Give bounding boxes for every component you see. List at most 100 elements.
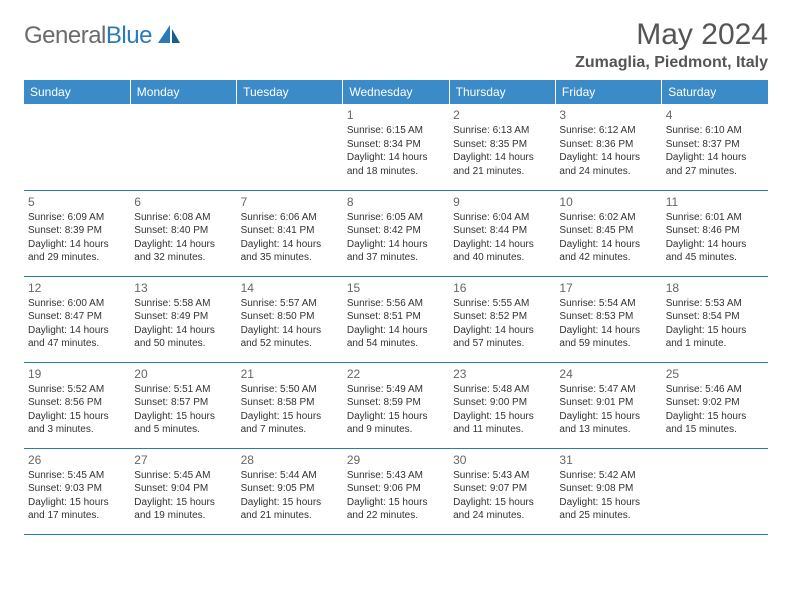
logo-text: GeneralBlue [24, 22, 152, 50]
day-details: Sunrise: 5:54 AMSunset: 8:53 PMDaylight:… [559, 297, 657, 351]
day-details: Sunrise: 6:04 AMSunset: 8:44 PMDaylight:… [453, 211, 551, 265]
calendar-cell: 10 Sunrise: 6:02 AMSunset: 8:45 PMDayligh… [555, 190, 661, 276]
day-details: Sunrise: 5:45 AMSunset: 9:04 PMDaylight:… [134, 469, 232, 523]
day-details: Sunrise: 6:05 AMSunset: 8:42 PMDaylight:… [347, 211, 445, 265]
calendar-cell: 1 Sunrise: 6:15 AMSunset: 8:34 PMDaylight… [343, 104, 449, 190]
calendar-row: 5 Sunrise: 6:09 AMSunset: 8:39 PMDaylight… [24, 190, 768, 276]
calendar-cell: 17 Sunrise: 5:54 AMSunset: 8:53 PMDayligh… [555, 276, 661, 362]
day-number: 22 [347, 367, 445, 381]
day-number: 13 [134, 281, 232, 295]
day-number: 16 [453, 281, 551, 295]
calendar-cell: 27 Sunrise: 5:45 AMSunset: 9:04 PMDayligh… [130, 448, 236, 534]
day-details: Sunrise: 5:43 AMSunset: 9:07 PMDaylight:… [453, 469, 551, 523]
calendar-cell: 16 Sunrise: 5:55 AMSunset: 8:52 PMDayligh… [449, 276, 555, 362]
calendar-cell: 13 Sunrise: 5:58 AMSunset: 8:49 PMDayligh… [130, 276, 236, 362]
day-number: 18 [666, 281, 764, 295]
day-number: 24 [559, 367, 657, 381]
calendar-cell [662, 448, 768, 534]
calendar-cell: 15 Sunrise: 5:56 AMSunset: 8:51 PMDayligh… [343, 276, 449, 362]
calendar-cell: 19 Sunrise: 5:52 AMSunset: 8:56 PMDayligh… [24, 362, 130, 448]
calendar-header-row: SundayMondayTuesdayWednesdayThursdayFrid… [24, 80, 768, 104]
day-details: Sunrise: 5:45 AMSunset: 9:03 PMDaylight:… [28, 469, 126, 523]
day-details: Sunrise: 5:53 AMSunset: 8:54 PMDaylight:… [666, 297, 764, 351]
day-number: 7 [241, 195, 339, 209]
day-number: 5 [28, 195, 126, 209]
calendar-row: 26Sunrise: 5:45 AMSunset: 9:03 PMDayligh… [24, 448, 768, 534]
day-header: Thursday [449, 80, 555, 104]
day-number: 3 [559, 108, 657, 122]
calendar-cell: 30 Sunrise: 5:43 AMSunset: 9:07 PMDayligh… [449, 448, 555, 534]
calendar-row: 12Sunrise: 6:00 AMSunset: 8:47 PMDayligh… [24, 276, 768, 362]
day-number: 17 [559, 281, 657, 295]
header: GeneralBlue May 2024 Zumaglia, Piedmont,… [24, 18, 768, 72]
day-details: Sunrise: 5:46 AMSunset: 9:02 PMDaylight:… [666, 383, 764, 437]
day-details: Sunrise: 5:52 AMSunset: 8:56 PMDaylight:… [28, 383, 126, 437]
day-details: Sunrise: 6:09 AMSunset: 8:39 PMDaylight:… [28, 211, 126, 265]
calendar-cell: 6Sunrise: 6:08 AMSunset: 8:40 PMDaylight… [130, 190, 236, 276]
day-number: 4 [666, 108, 764, 122]
day-details: Sunrise: 5:56 AMSunset: 8:51 PMDaylight:… [347, 297, 445, 351]
calendar-cell [237, 104, 343, 190]
day-number: 1 [347, 108, 445, 122]
day-header: Saturday [662, 80, 768, 104]
day-details: Sunrise: 6:06 AMSunset: 8:41 PMDaylight:… [241, 211, 339, 265]
day-number: 2 [453, 108, 551, 122]
day-number: 19 [28, 367, 126, 381]
day-number: 31 [559, 453, 657, 467]
calendar-cell: 12Sunrise: 6:00 AMSunset: 8:47 PMDayligh… [24, 276, 130, 362]
day-details: Sunrise: 5:55 AMSunset: 8:52 PMDaylight:… [453, 297, 551, 351]
day-details: Sunrise: 5:57 AMSunset: 8:50 PMDaylight:… [241, 297, 339, 351]
calendar-cell [130, 104, 236, 190]
calendar-row: 1 Sunrise: 6:15 AMSunset: 8:34 PMDaylight… [24, 104, 768, 190]
calendar-cell: 21 Sunrise: 5:50 AMSunset: 8:58 PMDayligh… [237, 362, 343, 448]
calendar-body: 1 Sunrise: 6:15 AMSunset: 8:34 PMDaylight… [24, 104, 768, 534]
day-header: Monday [130, 80, 236, 104]
day-details: Sunrise: 6:08 AMSunset: 8:40 PMDaylight:… [134, 211, 232, 265]
day-number: 25 [666, 367, 764, 381]
logo-part2: Blue [106, 22, 152, 49]
day-number: 20 [134, 367, 232, 381]
day-number: 21 [241, 367, 339, 381]
day-details: Sunrise: 5:48 AMSunset: 9:00 PMDaylight:… [453, 383, 551, 437]
day-details: Sunrise: 5:49 AMSunset: 8:59 PMDaylight:… [347, 383, 445, 437]
day-number: 30 [453, 453, 551, 467]
calendar-cell: 20 Sunrise: 5:51 AMSunset: 8:57 PMDayligh… [130, 362, 236, 448]
day-header: Sunday [24, 80, 130, 104]
title-block: May 2024 Zumaglia, Piedmont, Italy [575, 18, 768, 72]
location: Zumaglia, Piedmont, Italy [575, 54, 768, 72]
logo-part1: General [24, 22, 106, 49]
day-details: Sunrise: 6:01 AMSunset: 8:46 PMDaylight:… [666, 211, 764, 265]
day-details: Sunrise: 5:43 AMSunset: 9:06 PMDaylight:… [347, 469, 445, 523]
calendar-cell: 28 Sunrise: 5:44 AMSunset: 9:05 PMDayligh… [237, 448, 343, 534]
calendar-cell: 26Sunrise: 5:45 AMSunset: 9:03 PMDayligh… [24, 448, 130, 534]
day-number: 27 [134, 453, 232, 467]
day-details: Sunrise: 5:44 AMSunset: 9:05 PMDaylight:… [241, 469, 339, 523]
day-header: Tuesday [237, 80, 343, 104]
calendar-cell: 18 Sunrise: 5:53 AMSunset: 8:54 PMDayligh… [662, 276, 768, 362]
day-details: Sunrise: 6:15 AMSunset: 8:34 PMDaylight:… [347, 124, 445, 178]
day-details: Sunrise: 5:51 AMSunset: 8:57 PMDaylight:… [134, 383, 232, 437]
day-details: Sunrise: 6:10 AMSunset: 8:37 PMDaylight:… [666, 124, 764, 178]
calendar-cell: 3Sunrise: 6:12 AMSunset: 8:36 PMDaylight… [555, 104, 661, 190]
calendar-cell: 2Sunrise: 6:13 AMSunset: 8:35 PMDaylight… [449, 104, 555, 190]
calendar-cell: 25 Sunrise: 5:46 AMSunset: 9:02 PMDayligh… [662, 362, 768, 448]
day-number: 23 [453, 367, 551, 381]
calendar-cell: 29Sunrise: 5:43 AMSunset: 9:06 PMDayligh… [343, 448, 449, 534]
calendar-cell: 8Sunrise: 6:05 AMSunset: 8:42 PMDaylight… [343, 190, 449, 276]
calendar-cell: 24 Sunrise: 5:47 AMSunset: 9:01 PMDayligh… [555, 362, 661, 448]
sail-icon [156, 23, 182, 50]
day-number: 28 [241, 453, 339, 467]
day-number: 10 [559, 195, 657, 209]
logo: GeneralBlue [24, 22, 182, 50]
calendar-row: 19 Sunrise: 5:52 AMSunset: 8:56 PMDayligh… [24, 362, 768, 448]
day-details: Sunrise: 6:02 AMSunset: 8:45 PMDaylight:… [559, 211, 657, 265]
day-details: Sunrise: 5:50 AMSunset: 8:58 PMDaylight:… [241, 383, 339, 437]
calendar-cell: 14Sunrise: 5:57 AMSunset: 8:50 PMDayligh… [237, 276, 343, 362]
calendar-cell: 22 Sunrise: 5:49 AMSunset: 8:59 PMDayligh… [343, 362, 449, 448]
day-details: Sunrise: 5:58 AMSunset: 8:49 PMDaylight:… [134, 297, 232, 351]
day-number: 15 [347, 281, 445, 295]
day-details: Sunrise: 5:42 AMSunset: 9:08 PMDaylight:… [559, 469, 657, 523]
day-header: Wednesday [343, 80, 449, 104]
calendar-cell: 31 Sunrise: 5:42 AMSunset: 9:08 PMDayligh… [555, 448, 661, 534]
day-details: Sunrise: 5:47 AMSunset: 9:01 PMDaylight:… [559, 383, 657, 437]
